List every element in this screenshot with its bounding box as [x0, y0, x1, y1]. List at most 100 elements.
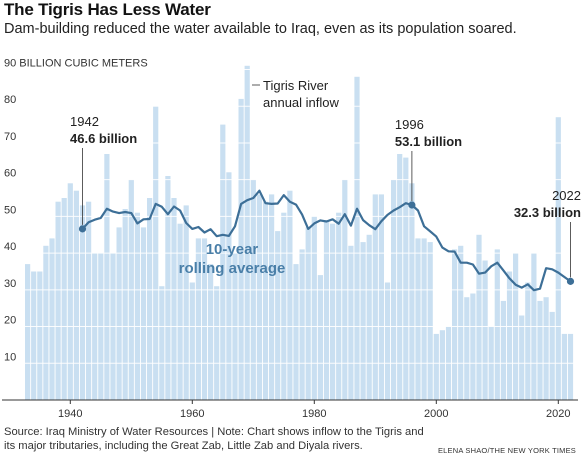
inflow-bar	[360, 242, 366, 400]
inflow-bar	[525, 282, 531, 400]
gridlines	[2, 69, 578, 364]
inflow-bar	[256, 194, 262, 400]
inflow-bar	[476, 234, 482, 401]
annotation-value: 32.3 billion	[514, 205, 581, 220]
inflow-bar	[537, 300, 543, 400]
inflow-bar	[262, 201, 269, 400]
annotation-year: 2022	[552, 188, 581, 203]
rolling-label-line1: 10-year	[206, 241, 259, 258]
inflow-bar	[317, 275, 323, 400]
inflow-bar	[104, 154, 110, 400]
inflow-bar	[220, 124, 226, 400]
annotation-year: 1996	[395, 117, 424, 132]
y-tick-label: 20	[4, 315, 16, 327]
inflow-bar	[384, 282, 391, 400]
inflow-bar	[238, 98, 244, 401]
annotation-year: 1942	[70, 114, 99, 129]
y-tick-label: 90 BILLION CUBIC METERS	[4, 58, 148, 70]
y-tick-label: 10	[4, 351, 16, 363]
inflow-label-line2: annual inflow	[263, 95, 339, 110]
inflow-bar	[397, 154, 403, 400]
inflow-bar	[366, 234, 372, 401]
inflow-bar	[543, 297, 549, 400]
inflow-bar	[293, 264, 299, 400]
inflow-bar	[201, 238, 208, 400]
inflow-bar	[482, 260, 488, 400]
y-tick-label: 60	[4, 168, 16, 180]
inflow-bar	[122, 209, 128, 400]
inflow-bar	[464, 297, 470, 400]
inflow-bar	[311, 216, 317, 400]
inflow-bar	[116, 227, 122, 400]
inflow-bar	[323, 220, 330, 400]
inflow-bar	[214, 286, 220, 400]
annotation-dot	[408, 201, 416, 209]
inflow-bar	[305, 227, 311, 400]
inflow-bar	[171, 198, 177, 400]
inflow-bar	[433, 333, 439, 400]
x-tick-label: 2000	[424, 408, 448, 420]
inflow-bar	[49, 238, 55, 400]
x-tick-label: 2020	[546, 408, 570, 420]
annotation-value: 53.1 billion	[395, 134, 462, 149]
inflow-bar	[506, 271, 513, 400]
inflow-bar	[177, 223, 183, 400]
inflow-bar	[37, 271, 43, 400]
inflow-bar	[275, 231, 281, 400]
y-tick-label: 30	[4, 278, 16, 290]
series-labels: Tigris River annual inflow 10-year rolling …	[179, 78, 340, 277]
inflow-bar	[415, 238, 421, 400]
inflow-bar	[269, 194, 275, 400]
inflow-bar	[43, 245, 49, 400]
inflow-bar	[458, 245, 464, 400]
inflow-bar	[147, 198, 153, 400]
annotation-dot	[78, 225, 87, 233]
inflow-bar	[183, 205, 189, 400]
y-tick-label: 50	[4, 204, 16, 216]
x-tick-label: 1940	[58, 408, 82, 420]
chart-subtitle: Dam-building reduced the water available…	[4, 21, 517, 37]
inflow-bar	[354, 76, 360, 401]
inflow-bar	[159, 286, 165, 400]
inflow-bar	[25, 264, 31, 400]
inflow-bar	[452, 249, 458, 400]
inflow-bar	[378, 194, 384, 400]
rolling-average-line	[81, 189, 572, 292]
inflow-bar	[330, 223, 336, 400]
inflow-bar	[281, 212, 287, 400]
inflow-label-line1: Tigris River	[263, 78, 329, 93]
inflow-bar	[86, 201, 92, 400]
inflow-bar	[409, 183, 415, 400]
inflow-bar	[470, 293, 476, 400]
x-tick-label: 1960	[180, 408, 204, 420]
inflow-bars	[25, 65, 574, 401]
inflow-bar	[208, 264, 214, 400]
y-tick-label: 70	[4, 131, 16, 143]
annotation-dot	[566, 277, 575, 285]
inflow-bar	[67, 183, 73, 400]
inflow-bar	[226, 172, 232, 400]
inflow-bar	[299, 249, 305, 400]
y-axis-labels: 10 20 30 40 50 60 70 80 90 BILLION CUBIC METERS	[4, 58, 148, 364]
inflow-bar	[567, 333, 574, 400]
inflow-bar	[134, 212, 140, 400]
inflow-bar	[439, 330, 445, 400]
y-tick-label: 80	[4, 94, 16, 106]
inflow-bar	[31, 271, 37, 400]
inflow-bar	[427, 242, 433, 400]
annotations: 1942 46.6 billion 1996 53.1 billion 2022 32.3…	[70, 114, 581, 285]
inflow-bar	[195, 238, 201, 400]
inflow-bar	[519, 315, 525, 400]
rolling-label-line2: rolling average	[179, 260, 286, 277]
inflow-bar	[561, 333, 567, 400]
inflow-bar	[79, 205, 86, 400]
source-note: Source: Iraq Ministry of Water Resources…	[4, 426, 424, 452]
inflow-bar	[348, 245, 354, 400]
inflow-bar	[61, 198, 67, 400]
inflow-bar	[189, 282, 195, 400]
inflow-bar	[555, 117, 561, 400]
inflow-bar	[73, 190, 79, 400]
inflow-bar	[287, 190, 293, 400]
inflow-bar	[55, 201, 61, 400]
